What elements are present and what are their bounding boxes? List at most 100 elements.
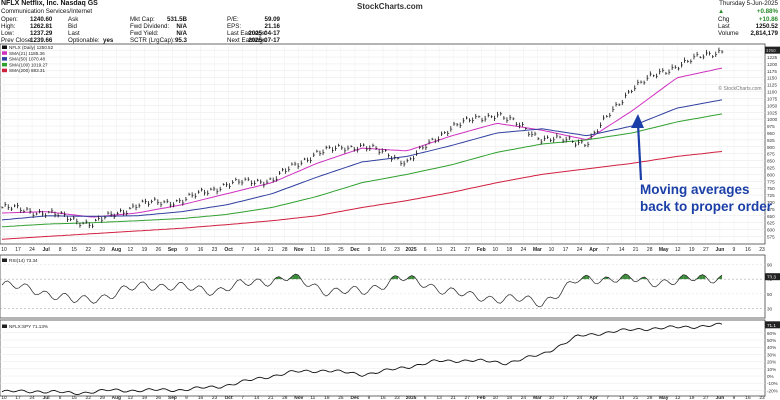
eps-label: EPS: [227, 23, 242, 30]
price-y-tick: 825 [767, 165, 775, 170]
x-tick-label-bottom: 23 [759, 395, 765, 400]
x-tick-label-bottom: 18 [324, 395, 330, 400]
x-tick-label: 10 [549, 247, 555, 253]
rsi-y-tick: 90 [767, 262, 773, 267]
price-y-tick: 1125 [767, 83, 777, 88]
x-tick-label: 10 [493, 247, 499, 253]
price-y-tick: 575 [767, 234, 775, 239]
volume-value: 2,814,179 [750, 30, 778, 37]
x-tick-label-bottom: 21 [451, 395, 457, 400]
x-tick-label: 28 [282, 247, 288, 253]
x-tick-label-bottom: 21 [268, 395, 274, 400]
next-earnings-label: Next Earnings: [227, 37, 268, 44]
x-tick-label: 23 [394, 247, 400, 253]
x-tick-label: May [659, 247, 669, 253]
quote-header: NFLX Netflix, Inc. Nasdaq GS Communicati… [0, 0, 780, 44]
x-tick-label: 22 [85, 247, 91, 253]
price-last-value-box [765, 46, 780, 54]
rs-legend: NFLX:SPY 71.13% [9, 324, 48, 329]
rs-layer: 71.1 [1, 321, 780, 396]
price-y-tick: 675 [767, 207, 775, 212]
rs-y-tick: -20% [767, 388, 778, 393]
legend-swatch [2, 57, 7, 61]
price-y-tick: 750 [767, 186, 775, 191]
x-tick-label: 8 [59, 247, 62, 253]
ma-line-2 [1, 99, 723, 221]
ma-line-1 [1, 67, 723, 218]
x-tick-label: 12 [128, 247, 134, 253]
x-tick-label: 19 [142, 247, 148, 253]
x-tick-label-bottom: 10 [493, 395, 499, 400]
x-tick-label: 21 [268, 247, 274, 253]
x-tick-label-bottom: 8 [59, 395, 62, 400]
prev-close-label: Prev Close: [1, 37, 33, 44]
x-tick-label-bottom: 15 [72, 395, 78, 400]
mkt-cap-value: 531.5B [167, 16, 187, 23]
x-tick-label-bottom: 27 [703, 395, 709, 400]
ma-line-3 [1, 113, 723, 228]
rsi-line [1, 273, 723, 308]
x-tick-label-bottom: 19 [142, 395, 148, 400]
x-tick-label-bottom: Dec [351, 395, 360, 400]
x-tick-label: 28 [647, 247, 653, 253]
x-tick-label-bottom: Nov [294, 395, 303, 400]
rsi-overbought-fill [411, 275, 415, 280]
rsi-last-value-box [765, 273, 780, 281]
x-tick-label: 19 [689, 247, 695, 253]
last-label-col: Last [68, 30, 80, 37]
x-tick-label-bottom: 9 [733, 395, 736, 400]
rsi-overbought-fill [392, 275, 396, 280]
legend-label: SMA(200) 883.31 [9, 68, 45, 73]
price-y-tick: 1025 [767, 110, 778, 115]
rsi-y-tick: 30 [767, 307, 773, 312]
price-y-tick: 1175 [767, 69, 777, 74]
date-label: Thursday 5-Jun-2025 [719, 0, 778, 7]
change-value: +10.86 [758, 16, 778, 23]
x-tick-label-bottom: Jun [716, 395, 725, 400]
x-tick-label: 10 [1, 247, 7, 253]
mkt-cap-label: Mkt Cap: [130, 16, 155, 23]
rs-y-tick: 30% [767, 352, 776, 357]
rs-y-tick: 0% [767, 374, 774, 379]
x-tick-label: 11 [310, 247, 315, 253]
last-value: 1250.52 [755, 23, 778, 30]
ma-line-4 [1, 151, 723, 240]
x-tick-label-bottom: 22 [86, 395, 92, 400]
optionable-value: yes [103, 37, 114, 44]
x-tick-label-bottom: 16 [745, 395, 751, 400]
x-tick-label: 23 [212, 247, 218, 253]
x-tick-label: 24 [29, 247, 35, 253]
x-tick-label-bottom: Apr [589, 395, 597, 400]
moving-average-lines [1, 67, 723, 240]
next-earnings-value: 2025-07-17 [248, 37, 280, 44]
annotation-line-2: back to proper order [640, 199, 773, 214]
x-tick-label: 18 [324, 247, 330, 253]
rsi-last-value: 73.3 [767, 275, 776, 280]
legend-label: SMA(100) 1019.27 [9, 62, 48, 67]
last-earnings-label: Last Earnings: [227, 30, 267, 37]
price-y-tick: 725 [767, 193, 775, 198]
x-tick-label-bottom: Aug [112, 395, 121, 400]
price-y-tick: 950 [767, 131, 775, 136]
x-tick-label-bottom: 23 [212, 395, 218, 400]
x-tick-label: 17 [15, 247, 21, 253]
rsi-overbought-fill [276, 276, 279, 280]
x-tick-label: 9 [368, 247, 371, 253]
x-tick-label: 17 [563, 247, 569, 253]
up-arrow-icon: ▲ [718, 8, 725, 15]
x-tick-label: 9 [185, 247, 188, 253]
annotation-text: Moving averages back to proper order [640, 181, 780, 215]
rsi-legend: RSI(14) 73.34 [9, 258, 38, 263]
x-tick-label-bottom: 24 [521, 395, 527, 400]
rsi-overbought-fill [716, 277, 720, 280]
x-tick-label-bottom: 17 [15, 395, 21, 400]
rs-last-value-box [765, 321, 780, 329]
x-tick-label: 16 [380, 247, 386, 253]
x-tick-label: 15 [71, 247, 77, 253]
sector-label: Communication Services/Internet [1, 8, 93, 15]
annotation-arrow-line [636, 123, 643, 181]
brand-label: StockCharts.com [357, 2, 423, 11]
x-tick-label-bottom: 12 [675, 395, 681, 400]
